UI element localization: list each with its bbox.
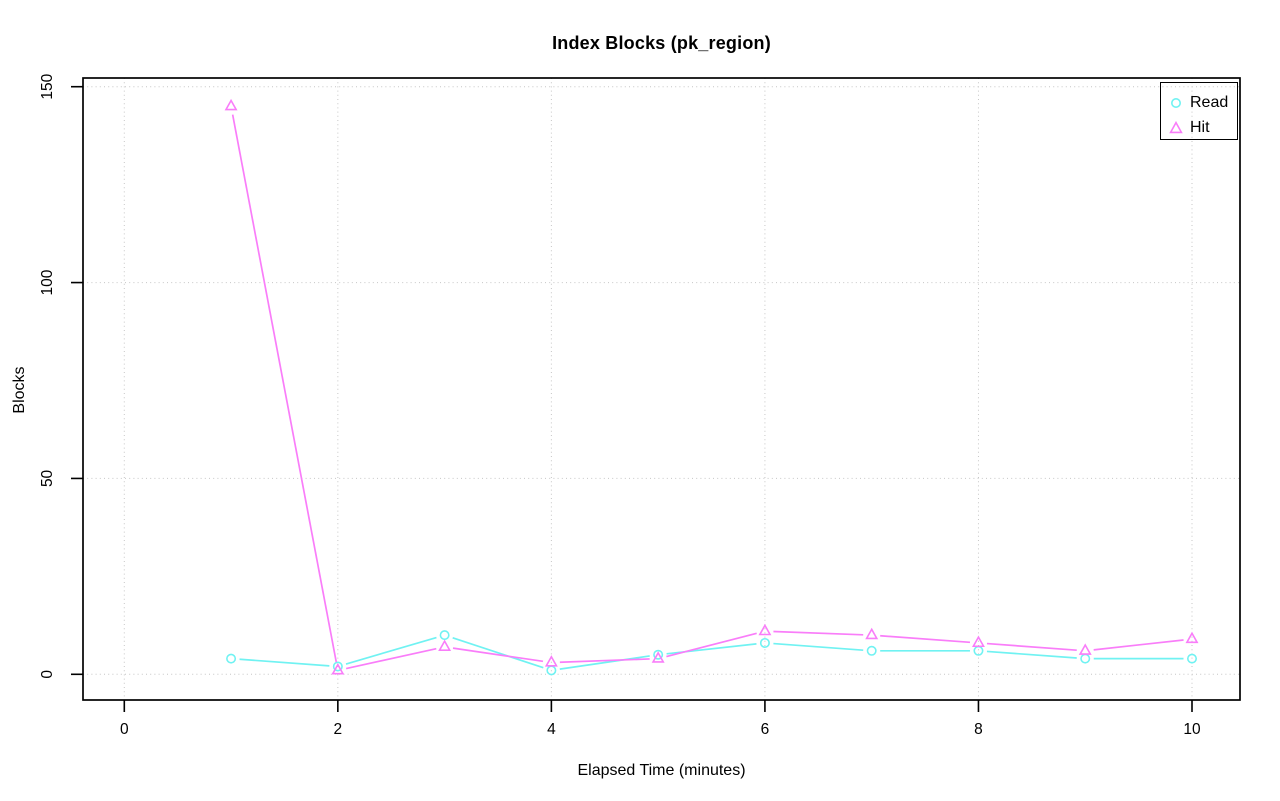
data-point-triangle — [224, 98, 238, 111]
data-point-circle — [439, 630, 450, 641]
series-segment — [986, 642, 1077, 652]
svg-text:100: 100 — [39, 269, 56, 295]
data-point-triangle — [438, 639, 452, 651]
data-point-circle — [866, 645, 877, 656]
svg-text:2: 2 — [334, 721, 343, 738]
series-segment — [559, 658, 650, 664]
plot-box — [82, 77, 1241, 701]
data-point-triangle — [544, 655, 558, 667]
data-point-circle — [1187, 653, 1198, 664]
y-axis-ticks — [71, 85, 83, 676]
legend-label-hit: Hit — [1190, 119, 1210, 136]
data-point-circle — [226, 653, 237, 664]
data-point-circle — [1080, 653, 1091, 664]
svg-text:0: 0 — [120, 721, 129, 738]
legend-item-hit: Hit — [1161, 115, 1237, 140]
series-segment — [880, 634, 971, 644]
series-segment — [773, 642, 864, 652]
hit-markers — [224, 98, 1199, 675]
series-segment — [773, 630, 864, 636]
svg-text:0: 0 — [39, 670, 56, 679]
legend: Read Hit — [1160, 82, 1238, 140]
y-axis-tick-labels: 0 50 100 150 — [39, 73, 56, 678]
data-point-triangle — [758, 623, 772, 636]
series-segment — [345, 636, 437, 665]
chart-title: Index Blocks (pk_region) — [552, 33, 771, 53]
svg-text:4: 4 — [547, 721, 556, 738]
read-circle-icon — [1171, 97, 1181, 108]
data-point-circle — [332, 661, 343, 672]
svg-text:150: 150 — [39, 73, 56, 99]
series-segment — [666, 632, 757, 658]
data-point-triangle — [1078, 643, 1092, 655]
gridlines — [83, 78, 1240, 700]
hit-series — [231, 114, 1184, 670]
x-axis-ticks — [123, 700, 1193, 712]
svg-text:6: 6 — [761, 721, 770, 738]
data-point-triangle — [971, 635, 985, 648]
hit-triangle-icon — [1169, 120, 1183, 133]
x-axis-label: Elapsed Time (minutes) — [577, 762, 746, 779]
data-point-circle — [759, 637, 770, 648]
series-segment — [231, 114, 338, 663]
data-point-triangle — [651, 651, 665, 663]
data-point-triangle — [865, 627, 879, 640]
legend-label-read: Read — [1190, 94, 1229, 111]
data-point-circle — [653, 649, 664, 660]
series-segment — [452, 647, 544, 663]
series-segment — [1093, 639, 1184, 651]
svg-text:10: 10 — [1183, 721, 1201, 738]
series-segment — [345, 647, 437, 670]
svg-text:8: 8 — [974, 721, 983, 738]
data-point-triangle — [331, 662, 345, 675]
series-segment — [559, 655, 650, 670]
legend-item-read: Read — [1161, 90, 1237, 115]
series-segment — [239, 658, 330, 667]
svg-text:50: 50 — [39, 469, 56, 487]
data-point-triangle — [1185, 631, 1199, 644]
series-segment — [986, 650, 1077, 659]
x-axis-tick-labels: 0 2 4 6 8 10 — [120, 721, 1201, 738]
read-series — [239, 636, 1184, 670]
read-markers — [226, 630, 1198, 676]
series-segment — [452, 636, 544, 669]
y-axis-label: Blocks — [11, 366, 28, 414]
